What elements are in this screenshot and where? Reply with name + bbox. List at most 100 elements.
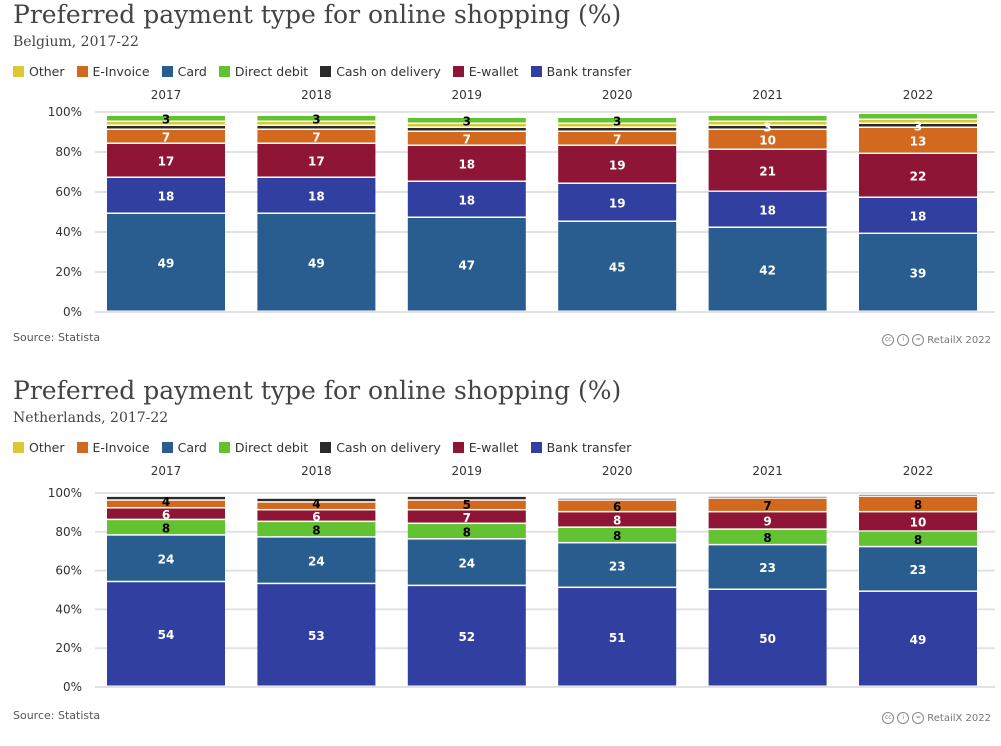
bar-segment-bank-transfer <box>407 182 526 217</box>
chart-netherlands: Preferred payment type for online shoppi… <box>0 376 1001 746</box>
data-label: 7 <box>162 131 170 145</box>
x-tick-label: 2020 <box>602 464 633 478</box>
legend-swatch <box>320 442 332 453</box>
bar-segment-cash-on-delivery <box>257 126 376 129</box>
x-tick-label: 2017 <box>151 464 182 478</box>
bar-segment-cash-on-delivery <box>257 498 376 502</box>
data-label: 7 <box>312 131 320 145</box>
legend-item: E-wallet <box>452 440 519 455</box>
data-label: 49 <box>910 633 927 647</box>
legend-item: E-Invoice <box>76 64 150 79</box>
data-label: 49 <box>308 257 325 271</box>
data-label: 18 <box>910 210 927 224</box>
legend-label: Card <box>177 64 207 79</box>
legend-label: Card <box>177 440 207 455</box>
bar-segment-card <box>107 535 225 581</box>
data-label: 23 <box>910 563 927 577</box>
bar-segment-direct-debit <box>257 116 376 121</box>
y-tick-label: 0% <box>63 305 82 319</box>
data-label: 18 <box>458 194 475 208</box>
credit-text: RetailX 2022 <box>927 334 991 346</box>
x-tick-label: 2022 <box>903 88 934 102</box>
data-label: 4 <box>162 495 170 509</box>
bar-segment-other <box>257 122 376 125</box>
bar-segment-direct-debit <box>407 524 526 539</box>
legend-swatch <box>452 66 464 77</box>
bar-segment-bank-transfer <box>859 591 977 686</box>
bar-segment-card <box>859 547 977 591</box>
legend-item: Card <box>161 440 207 455</box>
bar-segment-other <box>708 122 827 125</box>
legend-label: Bank transfer <box>546 440 632 455</box>
bar-segment-direct-debit <box>558 118 677 123</box>
bar-segment-cash-on-delivery <box>407 128 526 131</box>
cc-icon: cc <box>882 334 895 346</box>
bar-segment-e-invoice <box>107 130 225 143</box>
bar-segment-cash-on-delivery <box>558 498 677 500</box>
by-icon: i <box>897 334 910 346</box>
legend-swatch <box>218 66 230 77</box>
data-label: 47 <box>458 259 475 273</box>
bar-segment-direct-debit <box>708 116 827 121</box>
bar-segment-e-wallet <box>107 508 225 519</box>
bar-segment-e-wallet <box>257 510 376 521</box>
legend-item: Bank transfer <box>530 440 632 455</box>
legend-swatch <box>161 442 173 453</box>
bar-segment-e-wallet <box>708 512 827 529</box>
bar-segment-direct-debit <box>708 529 827 544</box>
legend-label: E-wallet <box>468 64 519 79</box>
legend-item: Direct debit <box>218 440 308 455</box>
nd-icon: = <box>912 712 925 724</box>
bar-segment-card <box>859 234 977 311</box>
data-label: 49 <box>158 257 175 271</box>
data-label: 8 <box>613 529 621 543</box>
legend-swatch <box>76 442 88 453</box>
y-tick-label: 60% <box>55 185 82 199</box>
data-label: 4 <box>312 497 320 511</box>
bar-segment-direct-debit <box>107 116 225 121</box>
legend: Other E-Invoice Card Direct debit Cash on de… <box>13 440 631 455</box>
bar-segment-e-invoice <box>708 498 827 511</box>
data-label: 17 <box>158 155 175 169</box>
y-tick-label: 20% <box>55 641 82 655</box>
data-label: 3 <box>613 115 621 129</box>
legend-item: Other <box>13 440 65 455</box>
data-label: 45 <box>609 261 626 275</box>
bar-segment-cash-on-delivery <box>558 128 677 131</box>
legend-swatch <box>13 442 24 453</box>
legend-label: Other <box>29 440 65 455</box>
legend-label: Cash on delivery <box>336 64 441 79</box>
legend-swatch <box>530 442 542 453</box>
legend-label: Cash on delivery <box>336 440 441 455</box>
x-tick-label: 2021 <box>752 88 783 102</box>
data-label: 7 <box>613 133 621 147</box>
legend-label: Direct debit <box>234 64 309 79</box>
data-label: 7 <box>463 511 471 525</box>
legend-label: E-Invoice <box>92 64 150 79</box>
bar-segment-direct-debit <box>257 522 376 537</box>
x-tick-label: 2018 <box>301 88 332 102</box>
bar-segment-other <box>407 124 526 127</box>
data-label: 10 <box>759 134 776 148</box>
data-label: 5 <box>463 498 471 512</box>
y-tick-label: 100% <box>48 486 82 500</box>
y-tick-label: 80% <box>55 525 82 539</box>
data-label: 8 <box>162 521 170 535</box>
bar-segment-e-wallet <box>407 146 526 181</box>
y-tick-label: 60% <box>55 564 82 578</box>
bar-segment-cash-on-delivery <box>708 126 827 129</box>
data-label: 6 <box>613 500 621 514</box>
bar-segment-cash-on-delivery <box>708 496 827 498</box>
bar-segment-e-invoice <box>558 132 677 145</box>
data-label: 18 <box>458 158 475 172</box>
chart-subtitle: Netherlands, 2017-22 <box>13 410 169 426</box>
bar-segment-direct-debit <box>407 118 526 123</box>
source-note: Source: Statista <box>13 709 101 722</box>
legend-item: E-Invoice <box>76 440 150 455</box>
x-tick-label: 2017 <box>151 88 182 102</box>
bar-segment-card <box>257 214 376 311</box>
legend-swatch <box>161 66 173 77</box>
plot-area: 0%20%40%60%80%100%2017542486420185324864… <box>48 464 995 694</box>
legend-swatch <box>452 442 464 453</box>
data-label: 24 <box>158 552 175 566</box>
